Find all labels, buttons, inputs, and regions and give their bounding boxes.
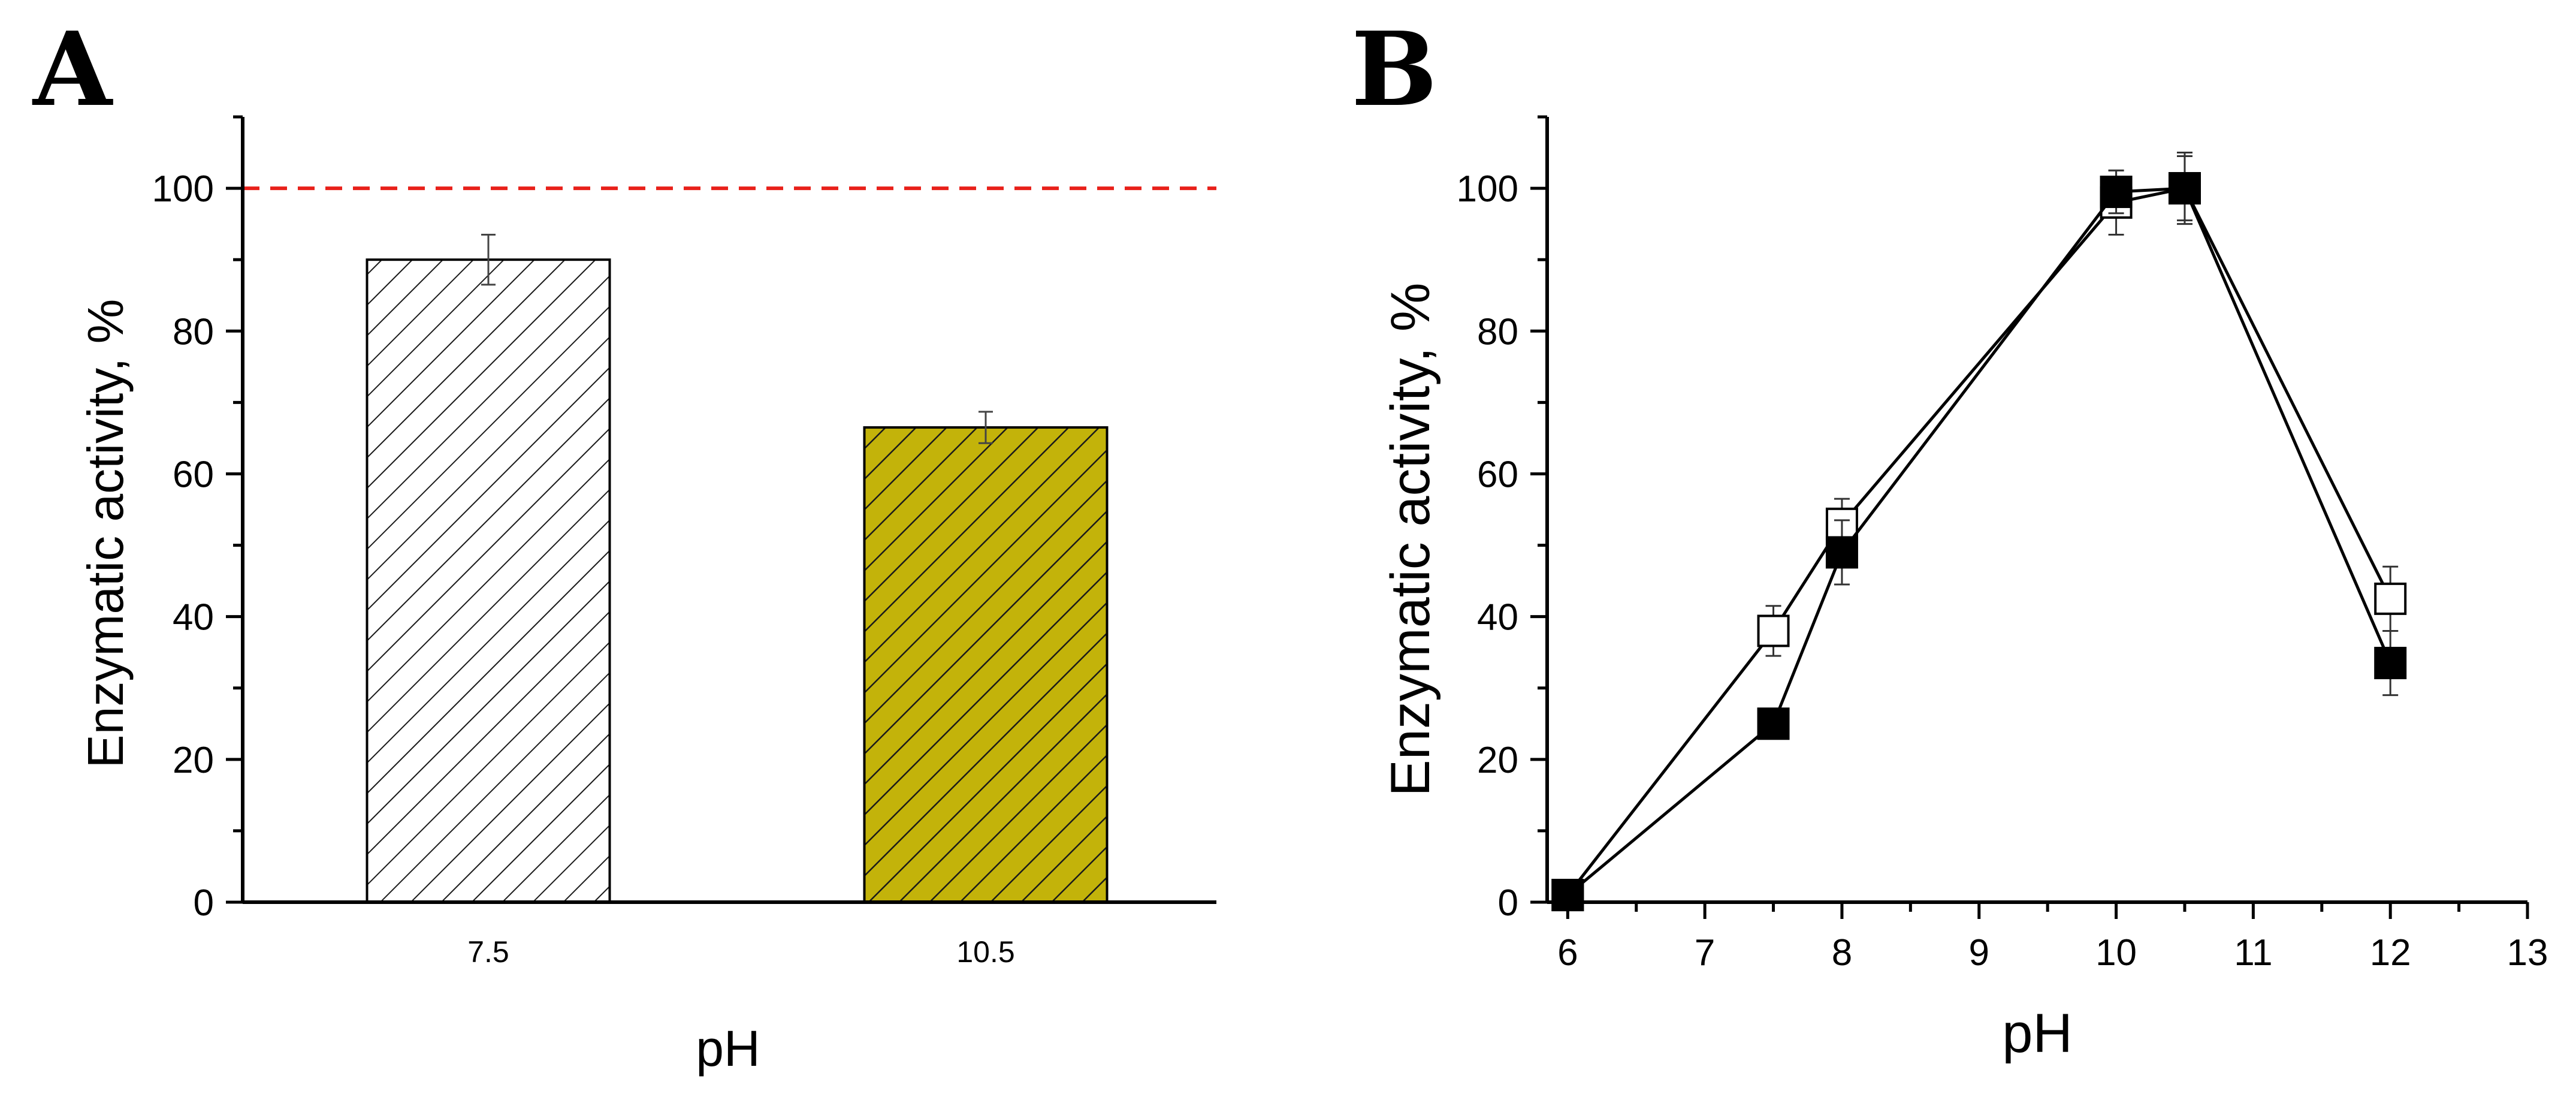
filled-square-point [1825,536,1858,569]
filled-square-point [1757,707,1790,740]
x-tick-label: 12 [2370,932,2411,974]
x-tick-label: 9 [1969,932,1989,974]
y-tick-label: 60 [173,454,214,495]
panel-b-axes: 0 20 40 60 80 100 6 7 8 9 10 11 12 13 [1457,115,2548,974]
panel-a-bars [243,186,1216,904]
panel-b-label: B [1351,10,1438,129]
panel-b-series [1551,152,2407,912]
filled-square-point [2374,647,2407,680]
y-tick-label: 100 [152,168,214,210]
y-tick-label: 0 [194,882,214,924]
y-tick-label: 20 [173,740,214,781]
panel-a-bar-chart: 7.5 10.5 0 20 40 60 80 100 pH Enzymatic activit… [77,115,1216,1077]
series-filled-line [1566,186,2392,897]
y-tick-label: 80 [1477,311,1518,352]
filled-square-point [2100,176,2133,209]
filled-square-point [2168,172,2201,205]
panel-b-x-axis-title: pH [2002,1003,2073,1064]
open-square-point [2374,582,2407,615]
bar-10-5 [863,426,1109,903]
panel-a-x-axis-title: pH [696,1020,760,1077]
y-tick-label: 20 [1477,740,1518,781]
y-tick-label: 40 [1477,597,1518,638]
y-tick-label: 40 [173,597,214,638]
y-tick-label: 0 [1498,882,1518,924]
panel-b-line-chart: 0 20 40 60 80 100 6 7 8 9 10 11 12 13 pH Enzymatic ac… [1380,115,2548,1064]
x-tick-label: 10 [2095,932,2137,974]
series-open-line [1566,186,2392,896]
y-tick-label: 100 [1457,168,1518,210]
panel-a-y-axis-title: Enzymatic activity, % [77,299,134,768]
bar-7-5 [366,258,611,904]
x-tick-label: 11 [2234,932,2272,974]
panel-b-y-axis-title: Enzymatic activity, % [1380,282,1441,796]
x-tick-label: 8 [1832,932,1852,974]
y-tick-label: 80 [173,311,214,352]
panel-a-axes: 7.5 10.5 0 20 40 60 80 100 [152,115,1216,969]
x-tick-label: 13 [2507,932,2548,974]
x-tick-label: 6 [1557,932,1578,974]
x-tick-label: 7.5 [467,935,509,969]
filled-square-point [1551,879,1584,912]
open-square-point [1757,614,1790,647]
x-tick-label: 10.5 [956,935,1014,969]
y-tick-label: 60 [1477,454,1518,495]
x-tick-label: 7 [1695,932,1715,974]
panel-a-label: A [32,10,113,129]
